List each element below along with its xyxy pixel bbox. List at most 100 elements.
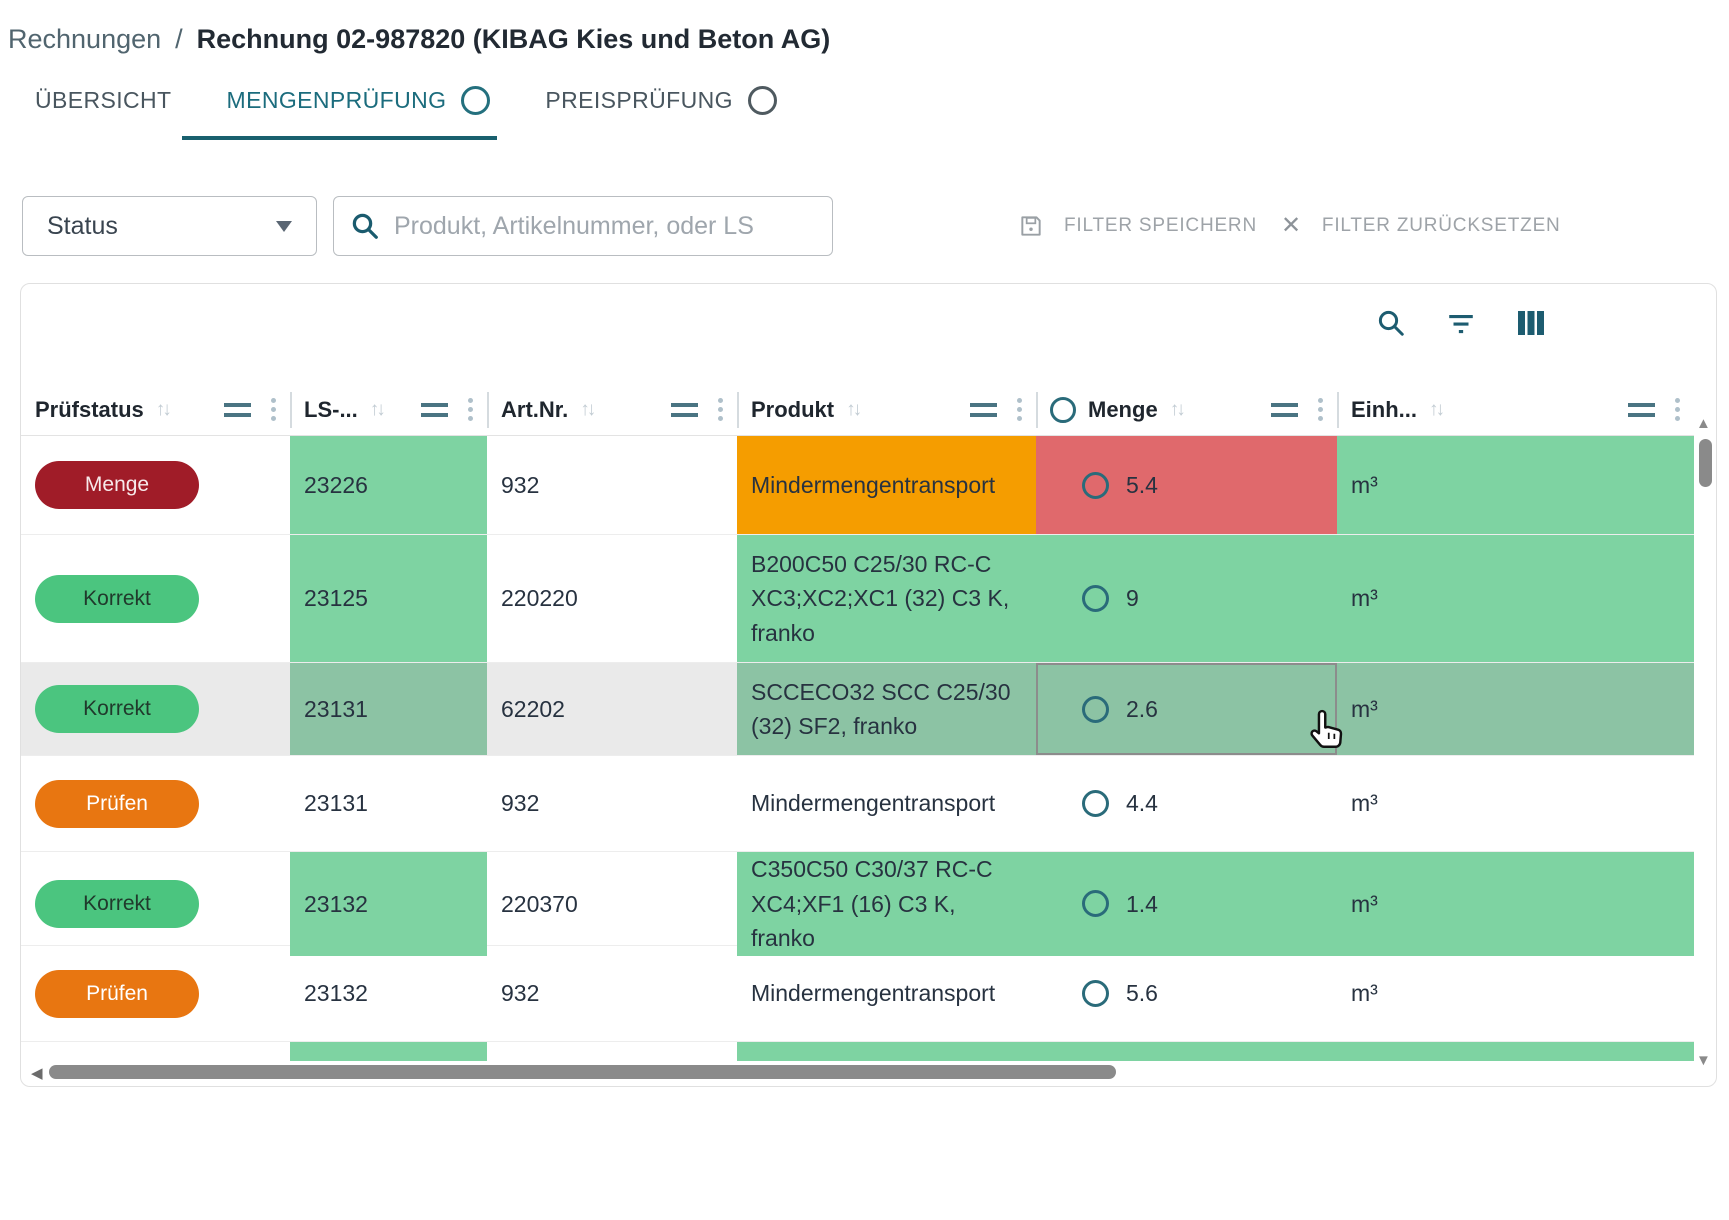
column-header-einheit[interactable]: Einh... ↑↓ — [1337, 384, 1694, 435]
column-resize-icon[interactable] — [224, 402, 251, 417]
column-header-pruefstatus[interactable]: Prüfstatus ↑↓ — [21, 384, 290, 435]
sort-icon[interactable]: ↑↓ — [580, 398, 596, 420]
column-label: Prüfstatus — [35, 396, 144, 422]
cell-pruefstatus: Korrekt — [21, 535, 290, 662]
cell-menge[interactable]: 5.4 — [1036, 436, 1337, 534]
status-circle-icon[interactable] — [1082, 585, 1109, 612]
status-badge: Menge — [35, 461, 199, 509]
floppy-disk-icon — [1021, 216, 1041, 236]
cell-menge[interactable]: 4.4 — [1036, 756, 1337, 851]
column-header-menge[interactable]: Menge ↑↓ — [1036, 384, 1337, 435]
search-box — [333, 196, 833, 256]
column-resize-icon[interactable] — [970, 402, 997, 417]
cell-ls: 23132 — [290, 852, 487, 956]
table-row[interactable]: Korrekt 23132 220370 C350C50 C30/37 RC-C… — [21, 852, 1694, 956]
column-menu-icon[interactable] — [1017, 398, 1022, 421]
breadcrumb-separator: / — [175, 24, 183, 54]
cell-pruefstatus: Korrekt — [21, 852, 290, 956]
breadcrumb-link-rechnungen[interactable]: Rechnungen — [8, 24, 162, 54]
status-circle-icon[interactable] — [1082, 790, 1109, 817]
cell-produkt — [737, 1042, 1036, 1061]
status-circle-icon[interactable] — [1082, 695, 1109, 723]
cell-ls: 23125 — [290, 535, 487, 662]
column-label: LS-... — [304, 396, 358, 422]
tab-label: ÜBERSICHT — [35, 86, 172, 113]
cell-pruefstatus: Prüfen — [21, 946, 290, 1041]
status-circle-icon[interactable] — [1082, 980, 1109, 1007]
cell-einheit: m³ — [1337, 663, 1694, 755]
table-row[interactable]: Prüfen 23132 932 Mindermengentransport 5… — [21, 946, 1694, 1042]
table-filter-icon[interactable] — [1446, 308, 1476, 338]
cell-menge[interactable]: 1.4 — [1036, 852, 1337, 956]
save-filter-button[interactable]: FILTER SPEICHERN — [1018, 206, 1257, 246]
cell-menge[interactable]: 9 — [1036, 535, 1337, 662]
cell-einheit — [1337, 1042, 1694, 1061]
menge-status-circle-icon[interactable] — [1050, 396, 1076, 423]
cell-einheit: m³ — [1351, 980, 1378, 1007]
cell-produkt: C350C50 C30/37 RC-C XC4;XF1 (16) C3 K, f… — [737, 852, 1036, 956]
vertical-scrollbar-thumb[interactable] — [1699, 439, 1712, 487]
column-resize-icon[interactable] — [1628, 402, 1655, 417]
column-menu-icon[interactable] — [468, 398, 473, 421]
status-badge: Korrekt — [35, 685, 199, 733]
table-row[interactable]: Prüfen 23131 932 Mindermengentransport 4… — [21, 756, 1694, 852]
status-badge: Prüfen — [35, 779, 199, 828]
tab-mengenpruefung[interactable]: MENGENPRÜFUNG — [227, 85, 491, 115]
table-search-icon[interactable] — [1376, 308, 1406, 338]
cell-menge-focused[interactable]: 2.6 — [1036, 663, 1337, 755]
status-circle-icon[interactable] — [1082, 890, 1109, 918]
column-header-ls[interactable]: LS-... ↑↓ — [290, 384, 487, 435]
reset-filter-button[interactable]: ✕ FILTER ZURÜCKSETZEN — [1281, 206, 1561, 246]
horizontal-scrollbar-thumb[interactable] — [49, 1065, 1116, 1079]
table-columns-icon[interactable] — [1516, 309, 1546, 337]
status-badge: Korrekt — [35, 879, 199, 928]
cell-produkt: B200C50 C25/30 RC-C XC3;XC2;XC1 (32) C3 … — [737, 535, 1036, 662]
sort-icon[interactable]: ↑↓ — [1429, 398, 1445, 420]
vscroll-up-arrow-icon[interactable]: ▲ — [1696, 415, 1711, 432]
column-label: Produkt — [751, 396, 835, 422]
table-row[interactable]: Korrekt 23125 220220 B200C50 C25/30 RC-C… — [21, 535, 1694, 663]
cell-artnr: 220370 — [501, 890, 578, 917]
column-menu-icon[interactable] — [1318, 398, 1323, 421]
hscroll-left-arrow-icon[interactable]: ◀ — [31, 1065, 43, 1082]
status-filter-label: Status — [47, 211, 118, 240]
reset-filter-label: FILTER ZURÜCKSETZEN — [1321, 215, 1561, 236]
status-circle-icon — [461, 85, 491, 115]
column-label: Einh... — [1351, 396, 1417, 422]
column-header-produkt[interactable]: Produkt ↑↓ — [737, 384, 1036, 435]
tab-preispruefung[interactable]: PREISPRÜFUNG — [545, 85, 777, 115]
cell-artnr: 932 — [501, 471, 540, 498]
table-row-partial — [21, 1042, 1694, 1061]
cell-ls — [290, 1042, 487, 1061]
column-menu-icon[interactable] — [271, 398, 276, 421]
column-label: Art.Nr. — [501, 396, 569, 422]
table-row[interactable]: Korrekt 23131 62202 SCCECO32 SCC C25/30 … — [21, 663, 1694, 756]
status-circle-icon — [747, 85, 777, 115]
status-circle-icon[interactable] — [1082, 471, 1109, 499]
vscroll-down-arrow-icon[interactable]: ▼ — [1696, 1052, 1711, 1069]
column-label: Menge — [1088, 396, 1158, 422]
column-resize-icon[interactable] — [421, 402, 448, 417]
sort-icon[interactable]: ↑↓ — [1169, 398, 1186, 420]
cell-menge[interactable]: 5.6 — [1036, 946, 1337, 1041]
sort-icon[interactable]: ↑↓ — [846, 398, 862, 420]
column-resize-icon[interactable] — [1271, 402, 1298, 417]
tab-bar: ÜBERSICHT MENGENPRÜFUNG PREISPRÜFUNG — [35, 78, 777, 122]
table-body: Menge 23226 932 Mindermengentransport 5.… — [21, 436, 1694, 1061]
page-title: Rechnung 02-987820 (KIBAG Kies und Beton… — [196, 24, 831, 54]
search-input[interactable] — [394, 211, 816, 241]
column-menu-icon[interactable] — [718, 398, 723, 421]
cell-artnr: 932 — [501, 790, 540, 817]
cell-einheit: m³ — [1337, 535, 1694, 662]
cell-artnr: 932 — [501, 980, 540, 1007]
column-menu-icon[interactable] — [1675, 398, 1680, 421]
sort-icon[interactable]: ↑↓ — [369, 398, 386, 420]
cell-ls: 23226 — [290, 436, 487, 534]
sort-icon[interactable]: ↑↓ — [155, 398, 172, 420]
cell-pruefstatus — [21, 1042, 290, 1061]
status-filter-dropdown[interactable]: Status — [22, 196, 317, 256]
tab-uebersicht[interactable]: ÜBERSICHT — [35, 87, 172, 114]
column-header-artnr[interactable]: Art.Nr. ↑↓ — [487, 384, 737, 435]
column-resize-icon[interactable] — [671, 402, 698, 417]
table-row[interactable]: Menge 23226 932 Mindermengentransport 5.… — [21, 436, 1694, 535]
